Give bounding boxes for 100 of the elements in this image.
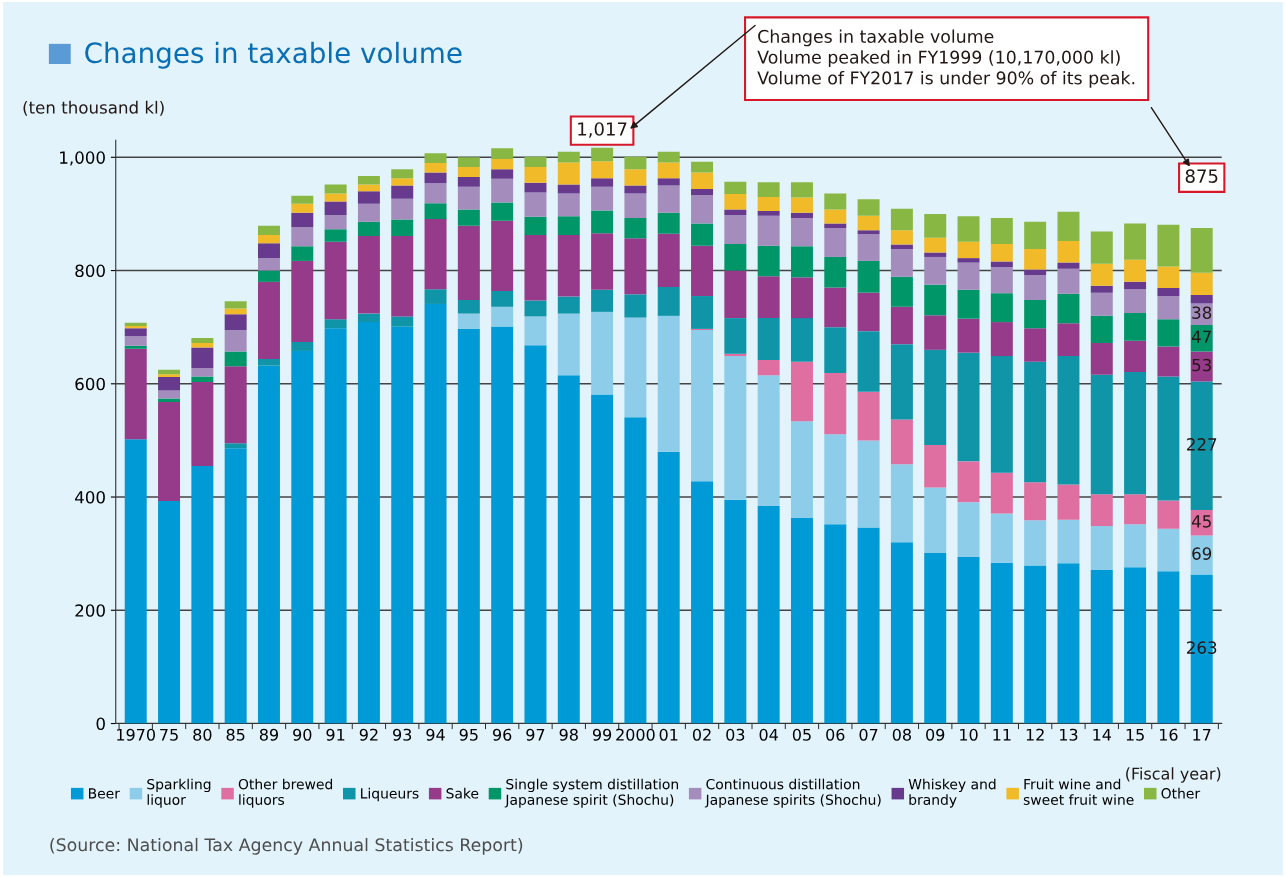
bar — [1057, 211, 1080, 242]
bar — [757, 215, 780, 246]
y-tick-label: 0 — [96, 717, 105, 731]
annotation: 1,017 — [578, 122, 627, 138]
bar — [724, 318, 747, 354]
bar — [824, 327, 847, 374]
bar — [424, 289, 447, 304]
bar — [1157, 288, 1180, 297]
bar — [424, 203, 447, 220]
bar — [1124, 223, 1147, 260]
text: (Source: National Tax Agency Annual Statistics Report) — [50, 837, 523, 855]
bar — [524, 192, 547, 217]
x-tick-label: 98 — [559, 728, 578, 741]
bar — [1124, 259, 1147, 282]
bar — [524, 345, 547, 724]
bar — [158, 377, 181, 391]
legend-label: Liqueurs — [361, 787, 419, 802]
bar — [524, 166, 547, 183]
bar — [1157, 571, 1180, 724]
bar — [691, 189, 714, 196]
bar — [890, 249, 913, 277]
bar — [424, 183, 447, 204]
x-tick-label: 04 — [759, 728, 778, 741]
bar — [324, 215, 347, 230]
bar — [491, 159, 514, 170]
bar — [890, 208, 913, 231]
bar — [1024, 299, 1047, 329]
bar — [624, 417, 647, 724]
x-tick-label: 96 — [493, 728, 512, 741]
bar — [757, 182, 780, 197]
bar — [557, 216, 580, 235]
bar — [724, 209, 747, 216]
bar — [324, 319, 347, 329]
x-tick-label: 13 — [1060, 728, 1078, 741]
y-tick-label: 600 — [75, 377, 105, 391]
bar — [890, 276, 913, 307]
bar — [391, 316, 414, 327]
x-tick-label: 12 — [1026, 728, 1044, 741]
bar — [790, 361, 813, 422]
bar — [924, 252, 947, 257]
bar — [657, 286, 680, 316]
x-tick-label: 03 — [726, 728, 745, 741]
bar — [524, 156, 547, 167]
x-tick-label: 90 — [293, 728, 312, 741]
bar — [1157, 528, 1180, 572]
bar — [1090, 374, 1113, 495]
bar — [1124, 371, 1147, 495]
bar — [1124, 313, 1147, 341]
bar — [191, 367, 214, 377]
bar — [591, 394, 614, 724]
bar — [657, 178, 680, 186]
bar — [391, 236, 414, 317]
bar — [724, 194, 747, 210]
bar — [557, 234, 580, 297]
bar — [524, 300, 547, 317]
bar — [1157, 346, 1180, 377]
bar — [1024, 249, 1047, 270]
bar — [824, 193, 847, 210]
bar — [524, 182, 547, 193]
bar — [857, 215, 880, 231]
bar — [424, 162, 447, 173]
bar — [924, 284, 947, 316]
bar — [457, 313, 480, 329]
bar — [924, 237, 947, 253]
bar — [1057, 323, 1080, 357]
bar — [624, 156, 647, 170]
bar — [924, 487, 947, 554]
bar — [424, 303, 447, 724]
bar — [1090, 292, 1113, 316]
bar — [224, 351, 247, 367]
bar — [624, 317, 647, 418]
bar — [291, 350, 314, 724]
bar — [191, 376, 214, 383]
bar — [857, 199, 880, 216]
bar — [724, 270, 747, 319]
x-tick-label: 99 — [592, 728, 612, 741]
bar — [1024, 269, 1047, 276]
legend-label: Single system distillation Japanese spirit (Shochu) — [504, 778, 678, 808]
bar — [1190, 272, 1213, 295]
data-label: 45 — [1191, 515, 1211, 528]
bar — [890, 306, 913, 345]
bar — [1124, 494, 1147, 525]
bar — [224, 314, 247, 330]
bar — [957, 352, 980, 462]
bar — [291, 212, 314, 227]
bar — [191, 382, 214, 466]
bar — [224, 443, 247, 449]
y-tick-label: 1,000 — [60, 151, 105, 166]
bar — [257, 243, 280, 259]
bar — [790, 517, 813, 724]
annotation: 875 — [1185, 169, 1218, 183]
bar — [790, 197, 813, 213]
x-tick-label: 92 — [359, 728, 378, 741]
bar — [1190, 324, 1213, 352]
x-tick-label: 91 — [326, 728, 345, 741]
bar — [624, 193, 647, 218]
x-tick-label: 08 — [892, 728, 911, 741]
bar — [124, 348, 147, 440]
bar — [990, 322, 1013, 357]
bar — [1090, 494, 1113, 526]
